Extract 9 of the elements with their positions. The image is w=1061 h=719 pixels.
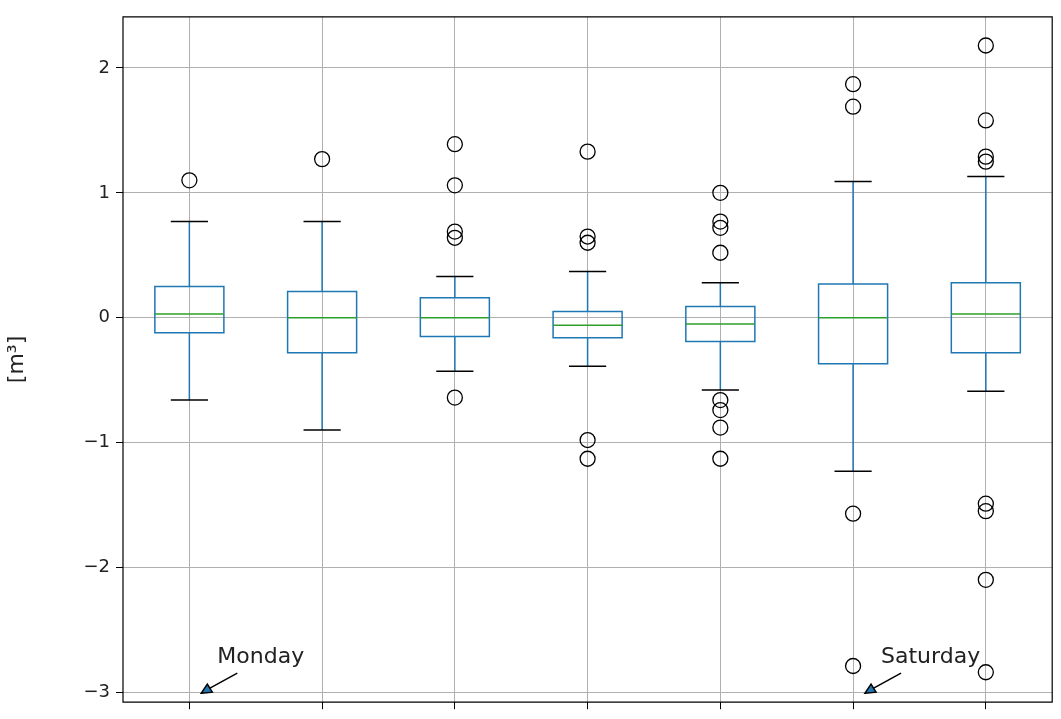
y-tick-label: −1 [83,430,110,452]
y-axis-title: [m³] [2,335,28,384]
annotation: Saturday [881,643,981,669]
y-tick-label: −3 [83,679,110,701]
y-tick-label: 0 [98,305,110,327]
y-tick-label: −2 [83,555,110,577]
y-tick-label: 2 [98,55,110,77]
y-tick-label: 1 [98,180,110,202]
annotation: Monday [217,643,305,669]
